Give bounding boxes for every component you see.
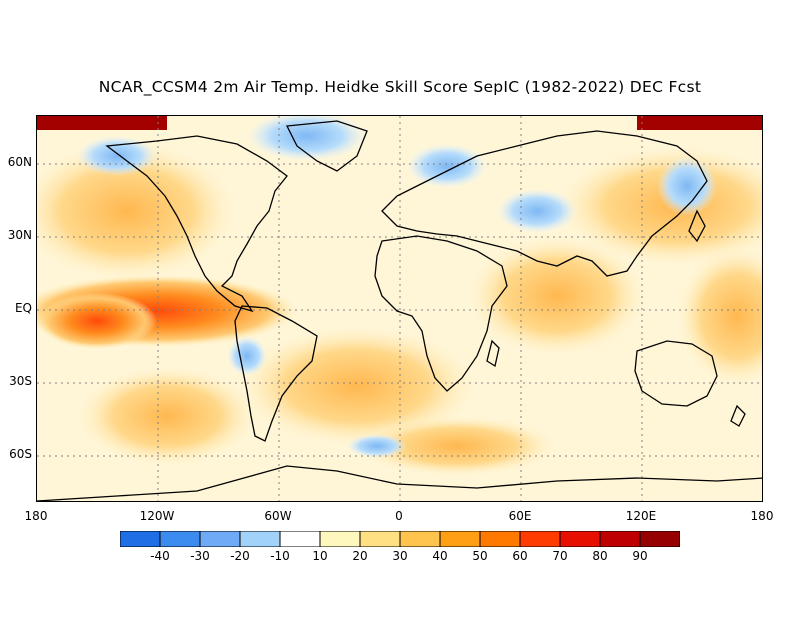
europe-asia-coast xyxy=(381,130,708,277)
colorbar-tick-label: -30 xyxy=(190,549,210,563)
colorbar-tick-label: 70 xyxy=(552,549,568,563)
lon-label-180w: 180 xyxy=(24,509,48,523)
cool-region xyxy=(77,136,157,176)
lat-label-60n: 60N xyxy=(7,155,32,169)
cool-region xyxy=(247,116,367,161)
colorbar-tick-label: 90 xyxy=(632,549,648,563)
madagascar-coast xyxy=(486,339,500,368)
cool-region xyxy=(347,434,407,458)
cool-region xyxy=(407,144,487,188)
colorbar-swatch xyxy=(159,531,201,547)
colorbar-tick-label: 40 xyxy=(432,549,448,563)
colorbar-tick-label: 60 xyxy=(512,549,528,563)
lat-label-60s: 60S xyxy=(9,447,32,461)
colorbar-tick-label: -40 xyxy=(150,549,170,563)
colorbar-swatch xyxy=(319,531,361,547)
colorbar-tick-label: 30 xyxy=(392,549,408,563)
australia-coast xyxy=(634,340,718,407)
map-panel xyxy=(36,115,763,502)
colorbar-swatch xyxy=(639,531,680,547)
enso-warm-tongue xyxy=(37,293,157,349)
colorbar-swatch xyxy=(359,531,401,547)
colorbar-swatch xyxy=(599,531,641,547)
lon-label-60e: 60E xyxy=(508,509,532,523)
warm-region xyxy=(237,326,477,446)
colorbar-swatch xyxy=(120,531,161,547)
warm-region xyxy=(37,141,237,281)
cool-region xyxy=(657,156,717,216)
colorbar-swatch xyxy=(199,531,241,547)
colorbar-swatch xyxy=(519,531,561,547)
antarctica-coast xyxy=(37,465,762,501)
south-america-coast xyxy=(234,305,318,442)
colorbar-swatch xyxy=(559,531,601,547)
colorbar-tick-label: -20 xyxy=(230,549,250,563)
warm-region xyxy=(77,366,257,466)
colorbar-tick-label: 80 xyxy=(592,549,608,563)
polar-high-skill xyxy=(37,116,167,130)
africa-coast xyxy=(374,235,508,392)
polar-high-skill xyxy=(637,116,762,130)
lon-label-120w: 120W xyxy=(139,509,175,523)
coastlines xyxy=(37,120,762,501)
colorbar-swatch xyxy=(239,531,281,547)
cool-region xyxy=(497,189,577,233)
warm-region xyxy=(677,246,762,386)
lon-label-120e: 120E xyxy=(625,509,657,523)
colorbar-tick-label: 50 xyxy=(472,549,488,563)
colorbar-swatch xyxy=(279,531,321,547)
warm-region xyxy=(357,416,557,476)
colorbar-tick-label: 10 xyxy=(312,549,328,563)
lat-label-30s: 30S xyxy=(9,374,32,388)
colorbar xyxy=(120,531,680,547)
lon-label-180e: 180 xyxy=(750,509,774,523)
colorbar-swatch xyxy=(399,531,441,547)
lon-label-0: 0 xyxy=(395,509,403,523)
japan-coast xyxy=(688,209,706,243)
lat-label-30n: 30N xyxy=(7,228,32,242)
colorbar-swatch xyxy=(479,531,521,547)
skill-score-map xyxy=(37,116,762,501)
warm-region xyxy=(467,236,647,356)
lat-label-eq: EQ xyxy=(14,301,32,315)
colorbar-tick-label: -10 xyxy=(270,549,290,563)
north-america-coast xyxy=(105,135,288,313)
lon-label-60w: 60W xyxy=(264,509,292,523)
colorbar-tick-label: 20 xyxy=(352,549,368,563)
colorbar-swatch xyxy=(439,531,481,547)
chart-title: NCAR_CCSM4 2m Air Temp. Heidke Skill Sco… xyxy=(98,78,702,96)
new-zealand-coast xyxy=(730,404,746,427)
gridlines xyxy=(37,116,762,501)
cool-region xyxy=(227,336,267,376)
greenland-coast xyxy=(285,120,368,172)
